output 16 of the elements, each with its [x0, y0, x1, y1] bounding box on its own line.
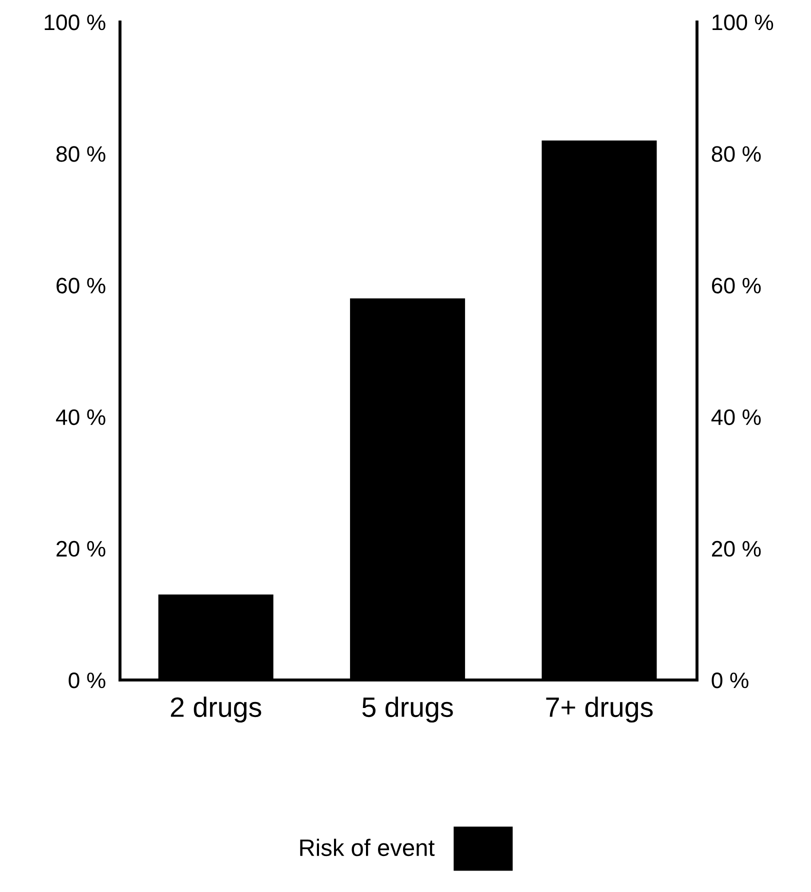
y-tick-label: 0 %	[68, 672, 106, 688]
x-tick-label: 7+ drugs	[546, 696, 653, 723]
y-tick-label: 20 %	[56, 540, 106, 557]
y2-tick-label: 40 %	[711, 409, 761, 426]
legend-label: Risk of event	[300, 838, 435, 856]
y2-tick-label: 0 %	[712, 672, 748, 688]
y-tick-label: 60 %	[56, 278, 106, 294]
x-tick-label: 2 drugs	[170, 696, 262, 723]
y-tick-label: 100 %	[44, 14, 106, 30]
y-tick-label: 40 %	[56, 409, 106, 426]
x-tick-label: 5 drugs	[362, 696, 453, 723]
y2-tick-label: 80 %	[712, 146, 761, 162]
y-tick-label: 80 %	[56, 146, 106, 162]
y2-tick-label: 60 %	[712, 278, 761, 294]
y2-tick-label: 100 %	[712, 14, 774, 30]
y2-tick-label: 20 %	[712, 540, 761, 557]
